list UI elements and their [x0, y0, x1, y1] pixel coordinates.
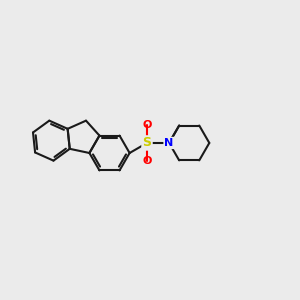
Text: O: O: [142, 156, 152, 166]
Text: N: N: [164, 138, 174, 148]
Text: O: O: [142, 120, 152, 130]
Text: S: S: [142, 136, 152, 149]
